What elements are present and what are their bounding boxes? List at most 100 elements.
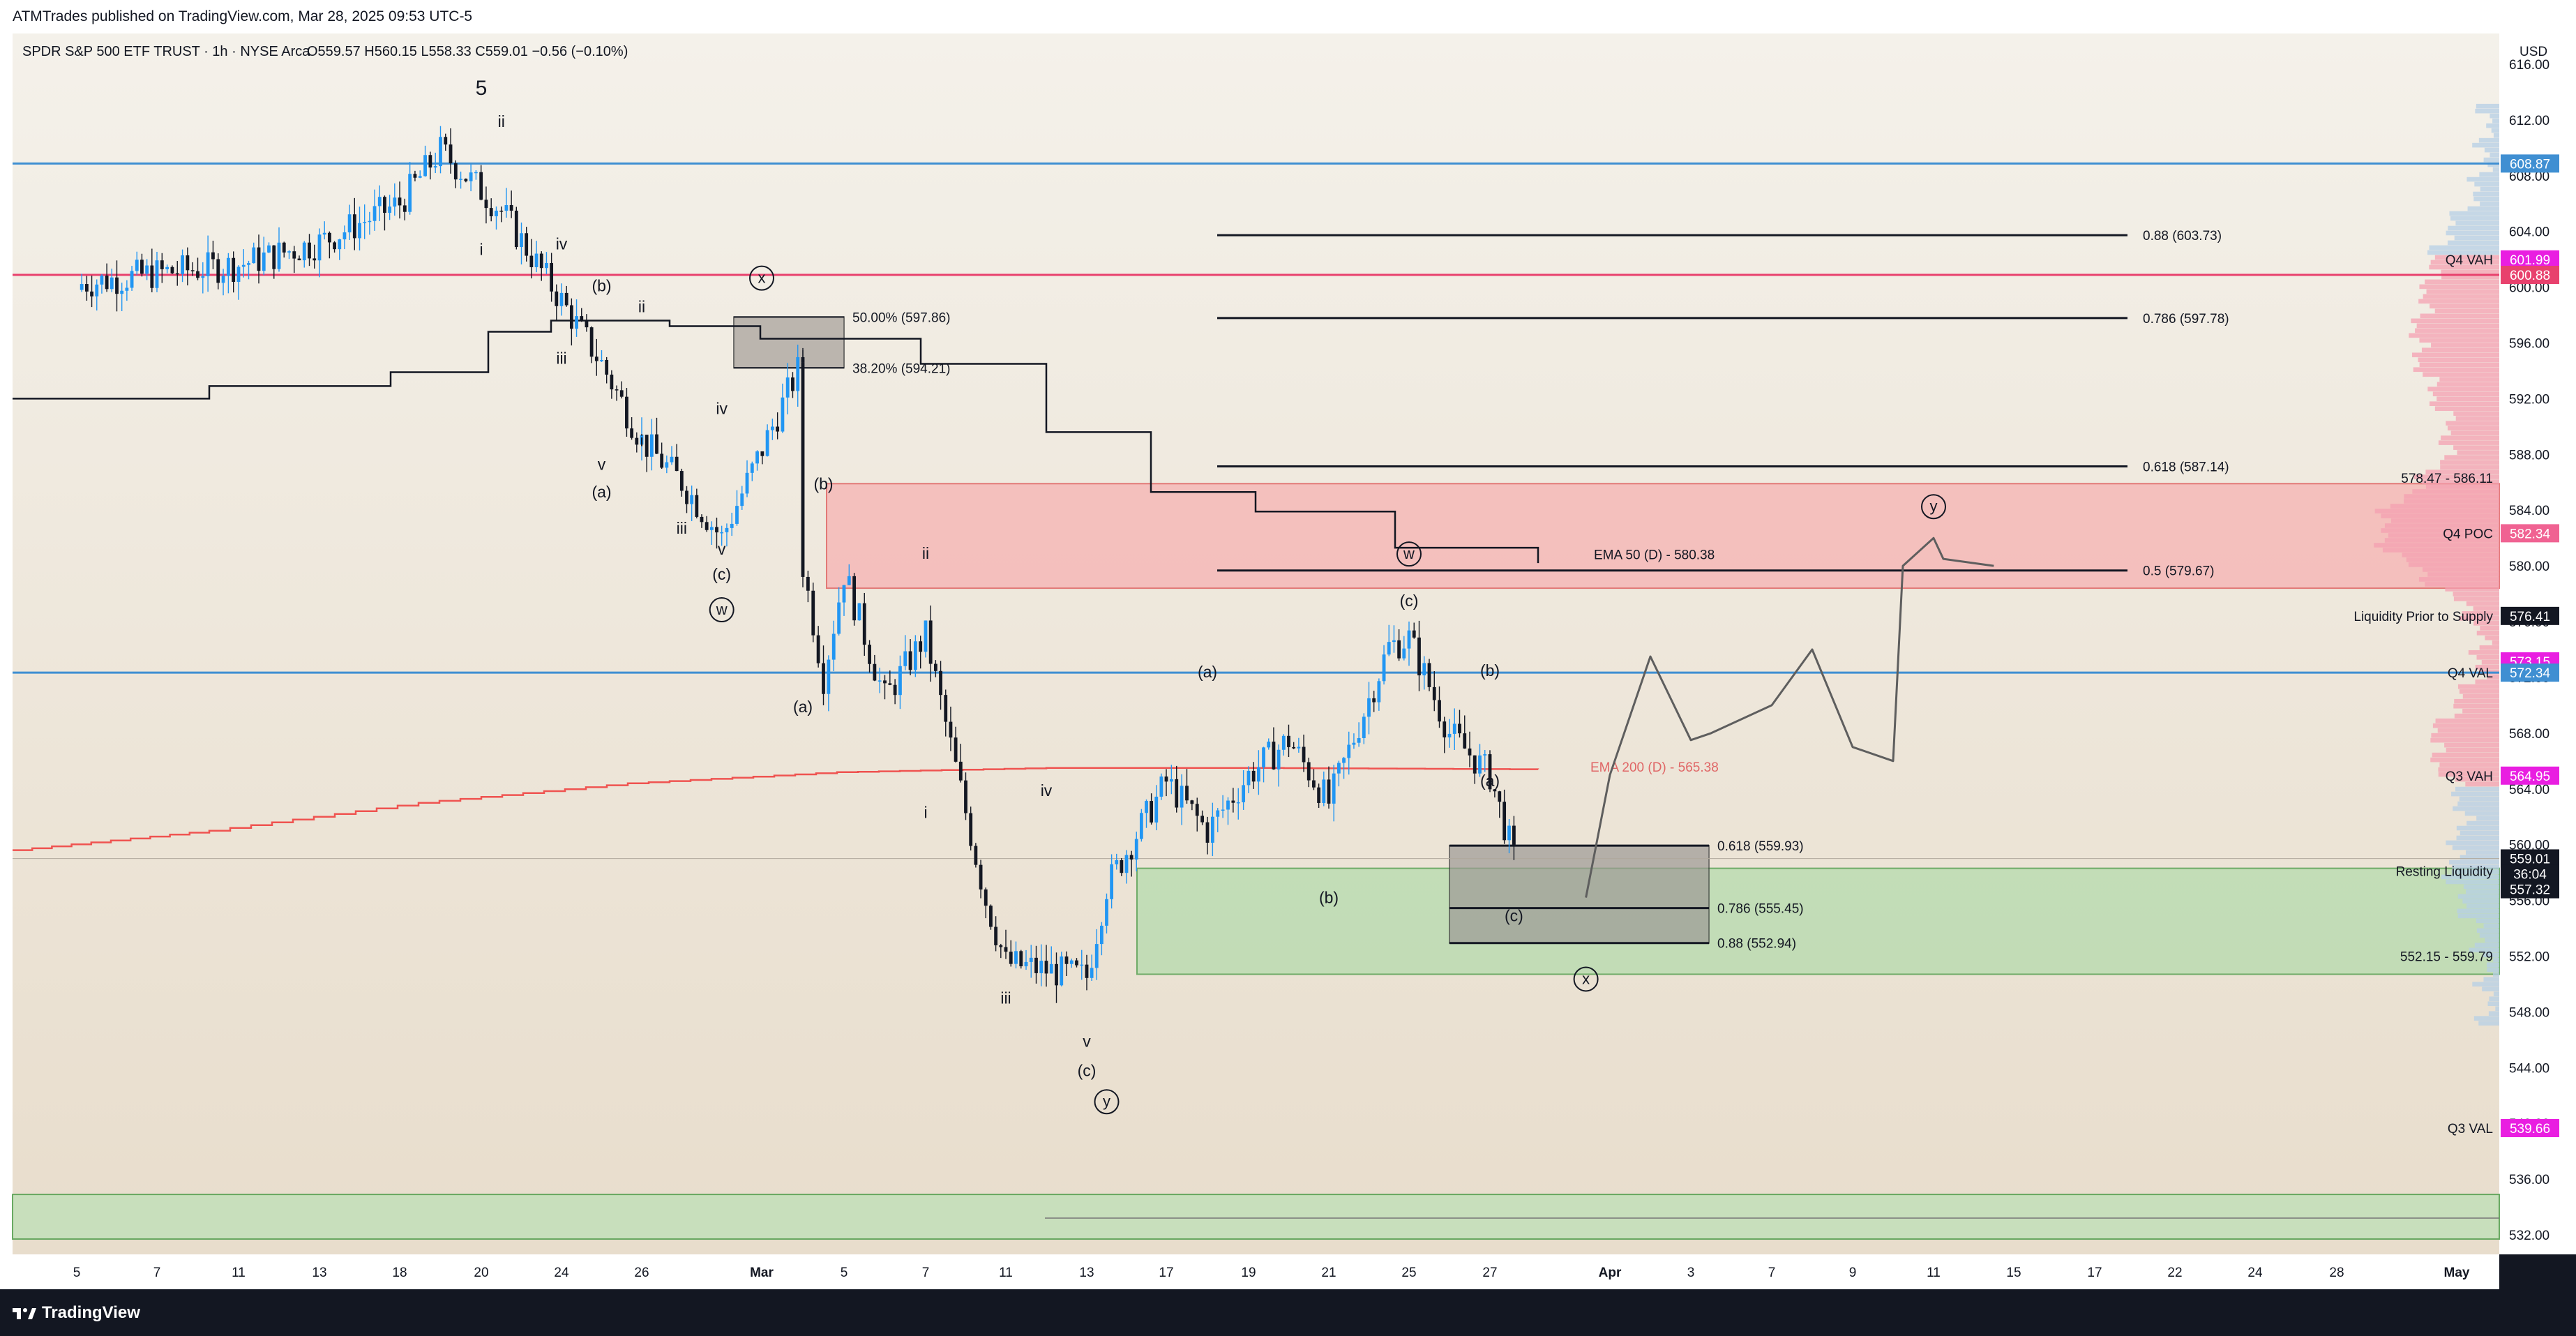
candle-body: [1452, 723, 1456, 734]
wave-circle: [1921, 494, 1946, 520]
candle-body: [1427, 663, 1431, 687]
lower-demand-zone: [12, 1194, 2500, 1240]
candle-body: [308, 242, 311, 259]
candle-body: [1180, 786, 1184, 808]
candle-body: [90, 291, 93, 297]
price-tick-label: 532.00: [2509, 1229, 2549, 1243]
candle-body: [1205, 822, 1210, 843]
candle-body: [1463, 733, 1467, 749]
candle-body: [801, 362, 805, 577]
candle-body: [433, 166, 437, 168]
candle-body: [1150, 801, 1154, 823]
volume-profile-bar: [2423, 372, 2499, 377]
volume-profile-bar: [2493, 133, 2499, 138]
volume-profile-bar: [2474, 943, 2499, 948]
wave-label: (a): [793, 698, 813, 716]
candle-body: [969, 813, 973, 846]
price-badge: [2501, 250, 2559, 269]
candle-body: [806, 576, 810, 591]
candle-body: [862, 603, 866, 645]
time-tick-label: Apr: [1599, 1266, 1622, 1280]
candle-body: [534, 253, 538, 267]
candle-body: [504, 204, 509, 211]
time-tick-label: 3: [1687, 1266, 1695, 1280]
price-tick-label: 552.00: [2509, 950, 2549, 964]
tradingview-logo[interactable]: TradingView: [13, 1303, 140, 1323]
wave-circle: [1396, 541, 1422, 567]
candle-body: [383, 197, 386, 213]
time-tick-label: 11: [1927, 1266, 1941, 1280]
wave-label: (a): [1480, 772, 1500, 790]
candle-body: [822, 663, 825, 694]
candle-body: [1064, 956, 1069, 964]
candle-body: [765, 430, 769, 456]
candle-body: [1438, 700, 1441, 722]
candle-body: [1190, 800, 1194, 804]
time-tick-label: 13: [312, 1266, 326, 1280]
candle-body: [888, 683, 892, 685]
candle-body: [619, 390, 624, 397]
candle-body: [665, 462, 669, 468]
candle-body: [262, 252, 266, 271]
candle-body: [933, 663, 937, 671]
price-axis[interactable]: [2499, 33, 2576, 1254]
time-tick-label: 5: [841, 1266, 848, 1280]
candle-body: [1226, 800, 1230, 810]
volume-profile-bar: [2488, 1011, 2499, 1016]
candle-body: [1129, 855, 1133, 860]
candle-body: [1447, 733, 1452, 737]
candle-body: [852, 576, 857, 621]
candle-body: [958, 761, 963, 781]
candle-body: [1009, 952, 1013, 964]
candle-body: [453, 163, 458, 180]
price-tick-label: 612.00: [2509, 114, 2549, 128]
candle-body: [1134, 839, 1138, 860]
volume-profile-bar: [2448, 225, 2499, 231]
time-tick-label: 17: [2087, 1266, 2102, 1280]
candle-body: [221, 276, 225, 283]
left-margin: [0, 33, 13, 1289]
fib-label-small: 0.618 (559.93): [1717, 839, 1804, 854]
volume-profile-bar: [2427, 386, 2499, 392]
candle-body: [181, 255, 184, 274]
candle-body: [1367, 698, 1371, 717]
candle-body: [439, 137, 442, 167]
volume-profile-bar: [2495, 1006, 2499, 1011]
price-chart[interactable]: SPDR S&P 500 ETF TRUST · 1h · NYSE Arca …: [0, 33, 2576, 1289]
candle-body: [226, 257, 230, 276]
volume-profile-bar: [2416, 323, 2499, 329]
volume-profile-bar: [2451, 791, 2499, 797]
candle-body: [649, 434, 654, 457]
volume-profile-label: Q4 VAL: [2448, 666, 2493, 681]
chart-canvas[interactable]: SPDR S&P 500 ETF TRUST · 1h · NYSE Arca …: [0, 33, 2576, 1289]
volume-profile-bar: [2415, 328, 2499, 333]
volume-profile-bar: [2492, 118, 2499, 123]
volume-profile-bar: [2463, 884, 2499, 890]
candle-body: [670, 456, 674, 463]
candle-body: [1483, 754, 1487, 756]
candle-body: [655, 434, 658, 454]
candle-body: [720, 532, 724, 534]
candle-body: [358, 223, 361, 239]
fib-label: 0.88 (603.73): [2143, 229, 2222, 243]
candle-body: [1049, 963, 1053, 974]
candle-body: [459, 179, 462, 180]
candle-body: [1312, 780, 1316, 788]
volume-profile-bar: [2411, 318, 2499, 324]
candle-body: [1507, 825, 1511, 841]
candle-body: [201, 276, 205, 278]
candle-body: [1478, 755, 1482, 774]
volume-profile-bar: [2476, 928, 2499, 933]
volume-profile-bar: [2453, 703, 2499, 709]
volume-profile-bar: [2441, 269, 2499, 275]
volume-profile-bar: [2487, 962, 2499, 968]
price-tick-label: 604.00: [2509, 225, 2549, 240]
candle-body: [514, 210, 518, 248]
volume-profile-bar: [2404, 499, 2499, 504]
candle-body: [679, 471, 684, 491]
volume-profile-bar: [2482, 986, 2499, 992]
volume-profile-bar: [2434, 406, 2499, 411]
time-axis[interactable]: [13, 1254, 2499, 1289]
volume-profile-bar: [2432, 723, 2499, 728]
candle-body: [685, 490, 688, 504]
